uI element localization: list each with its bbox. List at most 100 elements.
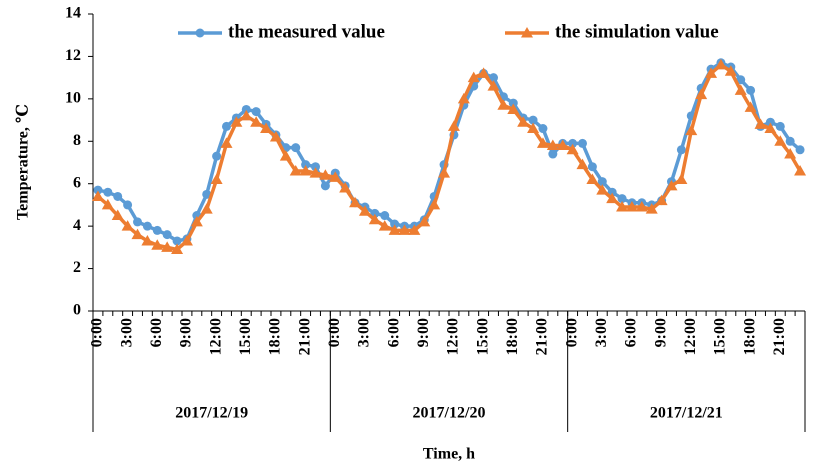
data-point — [764, 122, 777, 134]
data-point — [606, 192, 619, 204]
x-tick-label: 21:00 — [771, 318, 788, 355]
data-point — [744, 101, 757, 112]
data-point — [319, 169, 332, 180]
data-point — [230, 116, 243, 127]
data-point — [784, 148, 797, 159]
data-point — [586, 173, 599, 184]
data-point — [101, 198, 114, 210]
data-point — [675, 173, 688, 184]
data-point — [133, 217, 142, 227]
data-point — [785, 136, 795, 146]
x-tick-label: 6:00 — [623, 318, 640, 347]
data-point — [774, 135, 787, 146]
x-tick-label: 9:00 — [178, 318, 195, 347]
data-point — [616, 201, 629, 212]
data-point — [418, 215, 431, 227]
data-point — [123, 200, 133, 210]
data-point — [576, 158, 589, 170]
data-point — [408, 224, 421, 235]
data-point — [775, 121, 785, 131]
data-point — [428, 198, 441, 210]
data-point — [705, 67, 718, 78]
data-point — [457, 92, 470, 104]
data-point — [517, 116, 530, 127]
data-point — [131, 228, 144, 240]
data-point — [151, 239, 164, 250]
data-point — [121, 220, 134, 231]
data-point — [754, 118, 767, 129]
y-tick-label: 8 — [73, 132, 81, 149]
x-tick-label: 6:00 — [385, 318, 402, 347]
data-point — [487, 80, 500, 91]
data-point — [339, 181, 352, 193]
data-point — [103, 187, 113, 197]
data-point — [497, 99, 510, 110]
data-point — [289, 164, 302, 176]
data-point — [566, 143, 579, 155]
data-point — [695, 88, 708, 100]
data-point — [655, 194, 668, 206]
data-point — [200, 203, 213, 214]
data-point — [477, 67, 490, 78]
x-tick-label: 0:00 — [563, 318, 580, 347]
data-point — [91, 190, 104, 201]
data-point — [736, 75, 746, 85]
group-label: 2017/12/21 — [650, 405, 723, 422]
data-point — [320, 181, 330, 191]
data-point — [190, 215, 203, 227]
data-point — [212, 151, 222, 161]
data-point — [329, 171, 342, 182]
data-point — [734, 84, 747, 95]
data-point — [596, 184, 609, 195]
data-point — [665, 179, 678, 191]
data-point — [548, 149, 558, 159]
group-label: 2017/12/19 — [175, 405, 248, 422]
data-point — [299, 164, 312, 176]
data-point — [311, 162, 320, 172]
data-point — [635, 201, 648, 212]
data-point — [746, 85, 756, 95]
y-tick-label: 4 — [73, 217, 81, 234]
x-tick-label: 21:00 — [534, 318, 551, 355]
data-point — [546, 139, 559, 151]
x-tick-label: 9:00 — [652, 318, 669, 347]
data-point — [172, 236, 182, 246]
x-tick-label: 12:00 — [445, 318, 462, 355]
x-tick-label: 15:00 — [712, 318, 729, 355]
data-point — [349, 196, 362, 208]
legend-marker — [521, 27, 533, 38]
x-tick-label: 12:00 — [682, 318, 699, 355]
data-point — [388, 224, 401, 235]
y-tick-label: 12 — [65, 47, 81, 64]
data-point — [162, 230, 172, 240]
data-point — [645, 203, 658, 214]
y-tick-label: 14 — [65, 5, 81, 22]
x-tick-label: 18:00 — [504, 318, 521, 355]
data-point — [291, 143, 301, 153]
data-point — [507, 103, 520, 114]
data-point — [250, 116, 263, 127]
x-tick-label: 0:00 — [326, 318, 343, 347]
data-point — [309, 167, 322, 178]
data-point — [301, 160, 311, 170]
data-point — [568, 138, 578, 148]
data-point — [93, 185, 103, 195]
data-point — [556, 139, 569, 151]
x-tick-label: 18:00 — [267, 318, 284, 355]
series-line — [96, 63, 802, 252]
data-point — [538, 124, 548, 134]
data-point — [378, 220, 391, 231]
data-point — [528, 115, 538, 125]
data-point — [142, 221, 152, 231]
x-tick-label: 6:00 — [148, 318, 165, 347]
data-point — [527, 122, 540, 134]
data-point — [617, 194, 627, 204]
x-tick-label: 0:00 — [89, 318, 106, 347]
data-point — [241, 104, 251, 114]
legend-label: the measured value — [228, 21, 385, 42]
x-tick-label: 3:00 — [593, 318, 610, 347]
data-point — [141, 234, 154, 246]
y-tick-label: 6 — [73, 174, 81, 191]
data-point — [438, 167, 451, 178]
